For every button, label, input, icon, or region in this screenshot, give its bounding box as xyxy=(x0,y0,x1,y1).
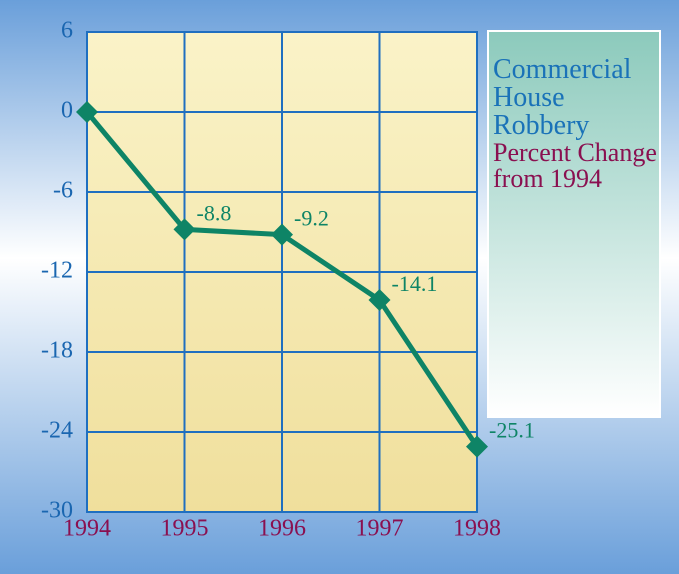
marker xyxy=(76,101,98,123)
y-tick-label: -30 xyxy=(41,498,73,524)
x-tick-label: 1996 xyxy=(258,516,306,542)
x-tick-label: 1997 xyxy=(356,516,404,542)
marker xyxy=(173,218,196,241)
y-tick-label: -12 xyxy=(41,258,73,284)
x-tick-label: 1994 xyxy=(63,516,111,542)
plot-border xyxy=(86,31,478,513)
data-label: -25.1 xyxy=(489,418,535,443)
y-tick-label: -6 xyxy=(53,178,73,204)
y-tick-label: -24 xyxy=(41,418,73,444)
chart-subtitle: Percent Change from 1994 xyxy=(493,138,657,193)
data-label: -8.8 xyxy=(197,200,232,225)
marker xyxy=(368,289,391,311)
x-tick-label: 1998 xyxy=(453,516,501,542)
marker xyxy=(271,223,293,246)
y-tick-label: -18 xyxy=(41,338,73,364)
x-tick-label: 1995 xyxy=(161,516,209,542)
chart-title: Commercial House Robbery xyxy=(493,54,632,141)
y-tick-label: 0 xyxy=(61,98,73,124)
legend-box: Commercial House Robbery Percent Change … xyxy=(487,30,661,418)
data-label: -14.1 xyxy=(392,271,438,296)
data-label: -9.2 xyxy=(294,206,329,231)
marker xyxy=(466,435,488,458)
y-tick-label: 6 xyxy=(61,18,73,44)
